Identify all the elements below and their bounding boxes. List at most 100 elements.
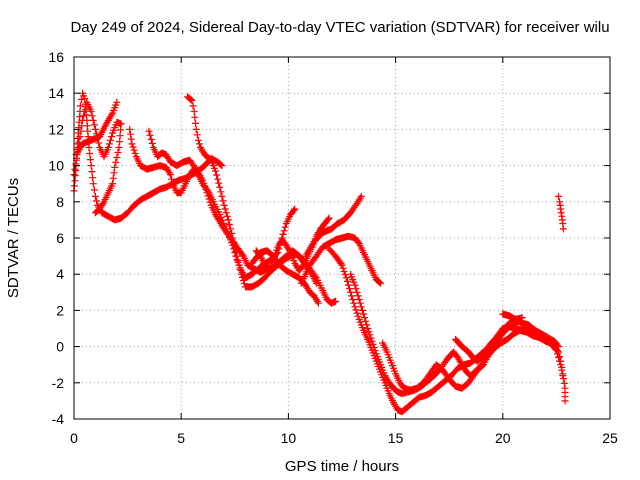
data-point (358, 318, 361, 321)
data-point (289, 213, 292, 216)
data-point (469, 362, 472, 364)
data-point (159, 164, 161, 167)
data-point (251, 262, 253, 265)
data-point (324, 222, 326, 225)
data-point (289, 251, 292, 254)
data-point (493, 342, 496, 344)
x-axis-label: GPS time / hours (285, 458, 399, 475)
data-point (334, 300, 337, 303)
data-point (178, 179, 180, 181)
data-point (246, 264, 249, 266)
data-point (349, 291, 352, 294)
data-point (255, 249, 257, 252)
data-point (264, 264, 266, 266)
data-point (416, 387, 418, 390)
data-point (422, 382, 425, 384)
data-point (454, 385, 457, 388)
data-point (216, 161, 219, 163)
data-point (113, 219, 116, 221)
data-point (313, 240, 315, 243)
data-point (472, 356, 474, 359)
data-point (506, 338, 508, 341)
data-point (182, 161, 185, 163)
data-point (392, 401, 395, 404)
data-point (362, 329, 365, 332)
data-point (405, 407, 408, 409)
data-point (476, 360, 478, 362)
data-point (457, 356, 459, 359)
data-point (559, 363, 562, 366)
data-point (396, 409, 399, 411)
data-point (375, 278, 378, 281)
data-point (315, 255, 318, 257)
data-point (94, 128, 97, 131)
data-point (409, 389, 412, 391)
data-point (201, 179, 204, 181)
y-tick-label: 14 (48, 85, 64, 101)
data-point (564, 387, 566, 390)
data-point (240, 273, 242, 276)
data-point (386, 351, 388, 353)
point-markers (325, 245, 526, 416)
data-point (553, 340, 556, 343)
data-point (259, 271, 262, 274)
data-point (146, 168, 148, 170)
data-point (390, 362, 393, 364)
data-point (561, 215, 563, 218)
data-point (210, 159, 212, 161)
data-point (319, 228, 322, 230)
data-point (195, 128, 197, 131)
data-point (133, 204, 135, 207)
data-point (193, 110, 195, 113)
data-point (551, 344, 553, 346)
data-point (291, 273, 294, 276)
data-point (244, 286, 247, 288)
x-tick-label: 10 (281, 430, 297, 446)
data-layer (70, 89, 569, 416)
data-point (527, 324, 530, 326)
data-point (444, 380, 446, 382)
data-point (360, 195, 363, 198)
data-series-trace-16 (555, 192, 567, 233)
data-point (454, 338, 457, 341)
data-point (514, 318, 517, 321)
data-point (86, 101, 88, 104)
data-point (285, 244, 288, 246)
data-point (219, 186, 221, 189)
data-point (499, 334, 502, 337)
data-point (379, 363, 382, 366)
data-point (257, 282, 260, 285)
data-point (300, 282, 303, 285)
data-point (176, 164, 178, 167)
data-point (165, 186, 167, 189)
data-point (165, 166, 167, 169)
data-point (330, 228, 333, 230)
data-point (81, 92, 84, 94)
data-point (90, 164, 92, 167)
data-point (381, 342, 384, 344)
data-point (128, 128, 131, 131)
data-point (467, 382, 470, 384)
data-point (442, 369, 444, 371)
data-point (298, 277, 300, 279)
data-point (105, 123, 107, 125)
data-point (94, 211, 97, 214)
data-point (506, 327, 508, 330)
data-point (253, 268, 255, 270)
data-series-trace-15 (499, 310, 562, 351)
data-point (457, 367, 459, 370)
data-point (358, 242, 361, 245)
y-tick-label: 12 (48, 121, 64, 137)
data-point (304, 273, 307, 276)
data-point (341, 237, 343, 239)
data-point (255, 257, 257, 259)
data-point (195, 168, 197, 170)
data-point (512, 333, 515, 335)
data-point (433, 374, 436, 377)
data-point (120, 217, 122, 219)
data-point (384, 374, 386, 377)
y-axis-label: SDTVAR / TECUs (5, 178, 22, 298)
data-point (298, 269, 300, 272)
data-point (219, 213, 221, 216)
data-point (354, 237, 356, 239)
